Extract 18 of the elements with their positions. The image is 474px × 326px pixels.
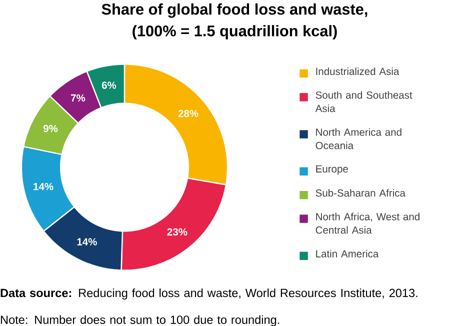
text: Note: Number does not sum to 100 due to rounding.: [0, 315, 280, 326]
data-label: 6%: [102, 81, 116, 89]
data-label: 14%: [77, 238, 97, 246]
data-label: 14%: [34, 182, 54, 190]
chart-title: Share of global food loss and waste,: [102, 3, 368, 18]
data-label: 7%: [70, 94, 86, 102]
legend-label: Sub-Saharan Africa: [316, 188, 406, 196]
data-label: 23%: [167, 228, 188, 236]
legend-label: North Africa, West and Central Asia: [316, 212, 420, 234]
data-label: 9%: [43, 124, 58, 132]
data-label: 28%: [178, 110, 198, 117]
legend-label: North America and Oceania: [316, 128, 402, 150]
text: Data source: Reducing food loss and waste, World Resources Institute, 2013.: [0, 288, 418, 300]
chart-subtitle: (100% = 1.5 quadrillion kcal): [132, 24, 337, 40]
legend-label: Industrialized Asia: [316, 67, 400, 75]
legend-label: Latin America: [316, 250, 379, 258]
legend-label: South and Southeast Asia: [315, 91, 412, 112]
legend-label: Europe: [316, 165, 348, 174]
